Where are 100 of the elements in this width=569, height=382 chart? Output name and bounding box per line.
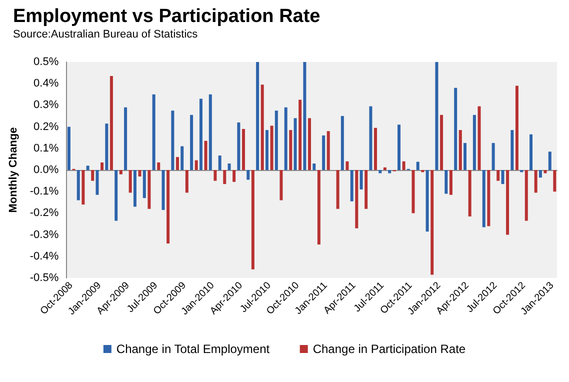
bar [398,124,401,170]
bar [152,94,156,170]
y-axis-title: Monthly Change [8,127,20,213]
bar [350,170,354,202]
bar [464,143,467,170]
bar [340,116,344,170]
bar [374,128,378,170]
bar [284,107,288,170]
bar [548,152,552,170]
bar [492,143,495,170]
bar [482,170,486,228]
bar [67,126,70,170]
bar [336,170,340,209]
legend-label: Change in Participation Rate [312,342,466,356]
bar [76,170,80,200]
chart-subtitle: Source:Australian Bureau of Statistics [13,28,198,40]
y-tick-label: -0.4% [30,250,59,262]
bar [416,162,420,170]
bar [228,164,231,170]
y-tick-label: 0.5% [34,56,59,68]
bar [208,94,212,170]
y-tick-label: -0.5% [30,272,59,284]
bar [246,170,250,180]
bar [260,84,264,170]
bar [454,88,458,170]
bar [501,170,504,184]
bar [162,170,165,210]
bar [524,170,528,221]
y-tick-label: -0.3% [30,228,59,241]
bar [142,170,146,198]
bar [369,106,372,170]
bar [218,156,222,170]
bar [402,161,406,170]
legend-label: Change in Total Employment [116,342,270,356]
y-tick-label: 0.1% [34,142,59,154]
bar [487,170,490,226]
bar [360,170,363,190]
bar [430,170,434,275]
bar [190,114,194,170]
bar [138,170,142,176]
bar [270,126,274,170]
bar [478,106,481,170]
bar [308,118,312,170]
bar [496,170,500,181]
y-tick-label: 0.4% [34,78,59,90]
bar [355,170,358,228]
bar [472,114,476,170]
bar [544,170,547,174]
bar [110,76,113,170]
bar [242,128,245,170]
bar [86,166,90,170]
bar [199,98,202,170]
bar [388,170,392,174]
bar [530,134,533,170]
bar [312,164,316,170]
bar [124,107,128,170]
bar [128,170,132,193]
bar [534,170,538,193]
bar [185,170,188,193]
bar [194,160,198,170]
bar [506,170,510,235]
bar [440,114,444,170]
bar [82,170,85,205]
y-tick-label: -0.2% [30,207,59,220]
bar [289,130,292,170]
bar [91,170,94,181]
bar [223,170,226,184]
bar [435,62,438,170]
bar [232,170,236,182]
bar [280,170,283,200]
bar [180,146,184,170]
bar [176,157,179,170]
bar [237,122,240,170]
chart-title: Employment vs Participation Rate [13,6,320,27]
bar [364,170,368,209]
bar [317,170,320,245]
bar [412,170,415,214]
bar [383,167,386,170]
bar [378,170,382,174]
bar [119,170,122,174]
bar [326,131,330,170]
bar [114,170,118,221]
bar [157,162,160,170]
bar [148,170,151,209]
bar [96,170,99,195]
bar [303,62,306,170]
bar [515,86,518,170]
bar [426,170,429,232]
bar [322,135,326,170]
bar [256,62,260,170]
bar [274,110,278,170]
bar [251,170,254,270]
y-tick-label: 0.2% [34,120,59,133]
bar [298,100,302,170]
bar [214,170,217,181]
bar [105,124,108,170]
bar [449,170,452,195]
bar [346,161,349,170]
y-tick-label: -0.1% [30,186,59,198]
bar [510,130,514,170]
